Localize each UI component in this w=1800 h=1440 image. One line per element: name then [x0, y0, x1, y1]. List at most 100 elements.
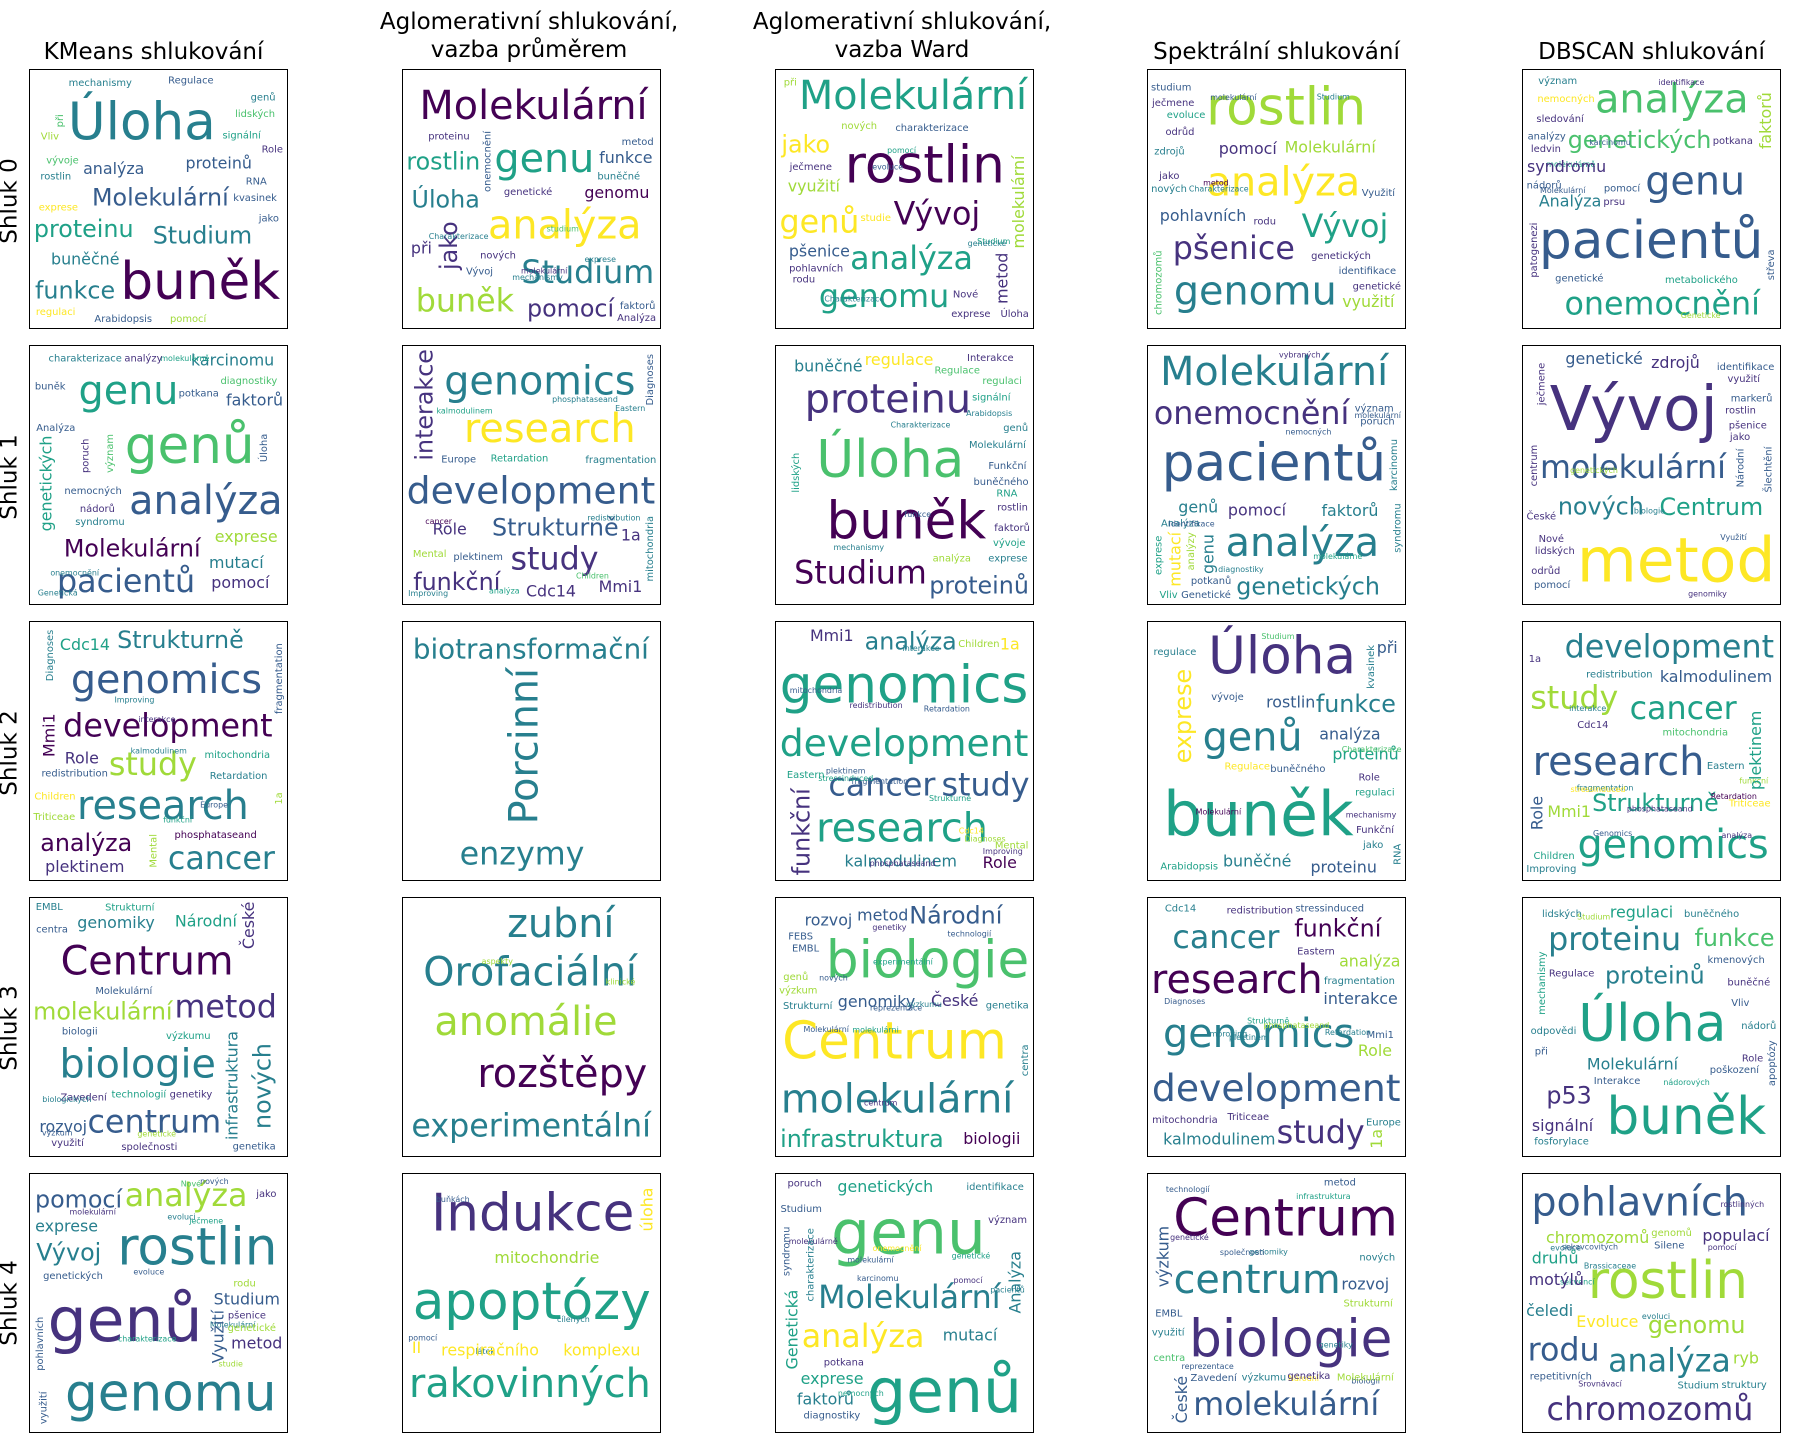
cloud-word: látek	[475, 1347, 495, 1356]
cloud-word: charakterizace	[118, 1335, 177, 1344]
cloud-word: studie	[219, 1360, 243, 1369]
cloud-word: genomiky	[838, 992, 915, 1011]
cloud-word: vybraných	[1279, 351, 1321, 360]
cloud-word: Diagnoses	[645, 354, 656, 406]
cloud-word: Arabidopsis	[1160, 861, 1218, 872]
cloud-word: pomocí	[170, 313, 208, 325]
cloud-word: Molekulární	[1540, 186, 1586, 195]
cloud-word: mitochondria	[204, 750, 270, 761]
cloud-word: Mmi1	[1547, 802, 1591, 821]
cloud-word: reprezentace	[870, 1004, 922, 1013]
cloud-word: faktorů	[994, 522, 1030, 534]
cloud-word: molekulární	[1540, 450, 1727, 486]
cloud-word: research	[816, 805, 988, 851]
cloud-word: pomocí	[408, 1334, 438, 1343]
cloud-word: buněčné	[794, 357, 862, 376]
cloud-word: mitochondrie	[494, 1248, 599, 1267]
cloud-word: Molekulární	[1337, 1372, 1395, 1384]
cloud-word: molekulární	[1009, 155, 1028, 248]
cloud-word: Centrum	[782, 1012, 1007, 1072]
cloud-word: redistribution	[587, 513, 640, 522]
cloud-word: jako	[258, 214, 279, 225]
cloud-word: rostlinných	[1720, 1200, 1764, 1209]
cloud-word: Charakterizace	[824, 295, 884, 304]
cloud-word: mitochondria	[1152, 1115, 1218, 1126]
word-cloud-panel: analýza Molekulární genu Studium buněk rostli…	[402, 69, 661, 329]
cloud-word: Využití	[1362, 187, 1396, 199]
cloud-word: Evoluce	[1576, 1312, 1638, 1331]
cloud-word: rozvoj	[805, 911, 853, 930]
cloud-word: Charakterizace	[1342, 745, 1402, 754]
cloud-word: pacientů	[57, 564, 195, 600]
cloud-word: lidských	[1542, 908, 1582, 920]
cloud-word: karcinomu	[1589, 138, 1631, 147]
cloud-word: Studium	[1577, 913, 1610, 922]
cloud-word: genetických	[837, 1177, 933, 1196]
cloud-word: Molekulární	[818, 1280, 1002, 1316]
cloud-word: cancer	[1172, 920, 1280, 956]
cloud-word: genomics	[1577, 822, 1768, 868]
cloud-word: apoptózy	[413, 1272, 651, 1332]
cloud-word: II	[412, 1338, 421, 1357]
cloud-word: genomu	[65, 1363, 277, 1423]
cloud-word: Molekulární	[799, 73, 1029, 119]
cloud-word: Cdc14	[1165, 903, 1196, 914]
cloud-word: nádorů	[80, 503, 115, 515]
cloud-word: Nové	[1539, 533, 1564, 545]
cloud-word: nových	[1359, 1252, 1395, 1264]
cloud-word: genů	[780, 205, 860, 241]
cloud-word: pomocí	[1708, 1243, 1738, 1252]
cloud-word: genetických	[1570, 466, 1618, 475]
cloud-word: využití	[788, 177, 841, 196]
cloud-word: karcinomu	[1389, 439, 1400, 491]
word-cloud: Centrum biologie centrum metod nových molekul…	[33, 901, 277, 1153]
cloud-word: Národní	[1288, 1374, 1320, 1383]
cloud-word: proteinu	[1548, 922, 1681, 958]
cloud-word: genetické	[1170, 1232, 1209, 1242]
cloud-word: Analýza	[36, 422, 75, 434]
cloud-word: centrum	[1174, 1257, 1341, 1303]
cloud-word: lidských	[1535, 545, 1575, 557]
column-title-0: KMeans shlukování	[43, 39, 264, 65]
cloud-word: syndromu	[1527, 157, 1606, 176]
cloud-word: význam	[1355, 403, 1394, 415]
cloud-word: RNA	[996, 489, 1017, 500]
cloud-word: Role	[433, 520, 467, 539]
cloud-word: Role	[1358, 1041, 1392, 1060]
cloud-word: biologie	[1189, 1309, 1392, 1369]
cloud-word: genetických	[36, 436, 55, 532]
cloud-word: Improving	[114, 695, 154, 704]
cloud-word: lidských	[790, 453, 802, 493]
cloud-word: nemocných	[838, 1389, 884, 1398]
cloud-word: struktury	[1722, 1380, 1767, 1391]
cloud-word: ječmene	[1151, 97, 1194, 109]
cloud-word: analýza	[1339, 952, 1400, 971]
cloud-word: molekulární	[521, 267, 568, 276]
cloud-word: biologie	[1634, 507, 1665, 516]
cloud-word: Charakterizace	[891, 421, 951, 430]
cloud-word: identifikace	[1717, 362, 1774, 373]
cloud-word: molekulární	[1355, 411, 1402, 420]
cloud-word: Role	[983, 853, 1017, 872]
cloud-word: Improving	[983, 847, 1023, 856]
cloud-word: development	[1152, 1066, 1401, 1110]
cloud-word: centrum	[864, 1098, 898, 1107]
cloud-word: buněk	[35, 380, 66, 392]
cloud-word: Molekulární	[803, 1025, 849, 1034]
cloud-word: research	[1151, 957, 1323, 1003]
cloud-word: nemocných	[1285, 428, 1331, 437]
cloud-word: evoluce	[872, 163, 903, 172]
cloud-word: Úloha	[816, 429, 964, 490]
cloud-word: Europe	[200, 801, 228, 810]
cloud-word: Vývoj	[1550, 373, 1718, 445]
word-cloud: research genomics development cancer study St…	[1526, 630, 1774, 875]
cloud-word: Studium	[794, 555, 927, 591]
word-cloud-panel: genomics research development cancer study an…	[775, 621, 1034, 881]
cloud-word: RNA	[246, 176, 267, 187]
cloud-word: jako	[1729, 432, 1750, 443]
cloud-word: diagnostiky	[1218, 565, 1264, 574]
cloud-word: Nové	[953, 288, 978, 300]
cloud-word: expresе	[988, 553, 1027, 564]
cloud-word: buněk	[416, 284, 515, 320]
cloud-word: metod	[1203, 179, 1229, 188]
